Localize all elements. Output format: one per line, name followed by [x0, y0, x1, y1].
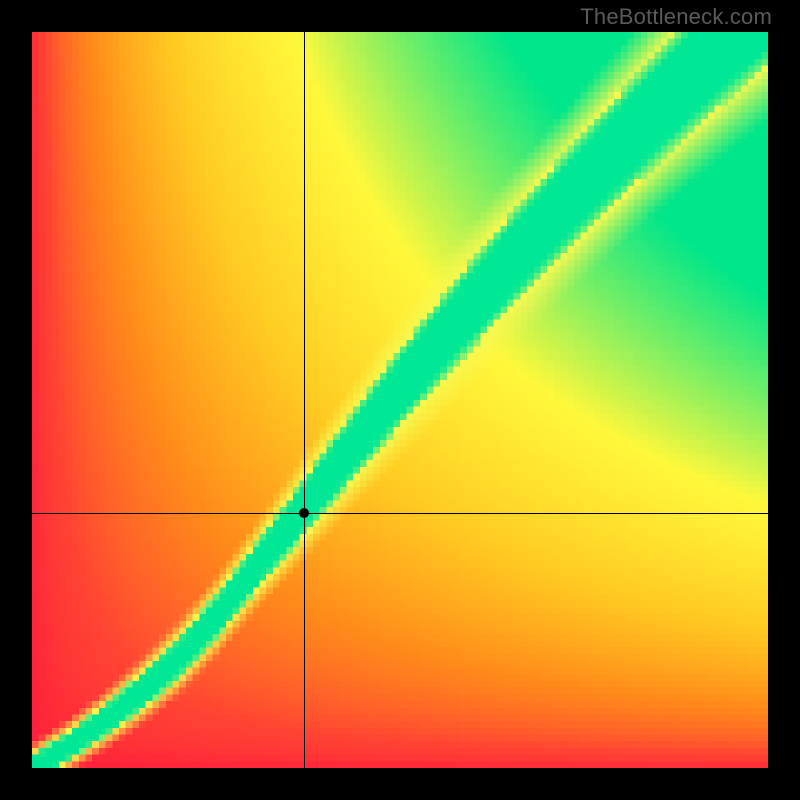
- watermark-text: TheBottleneck.com: [580, 4, 772, 30]
- heatmap-plot: [32, 32, 768, 768]
- crosshair-horizontal: [32, 513, 768, 514]
- crosshair-vertical: [304, 32, 305, 768]
- bottleneck-marker: [299, 508, 309, 518]
- heatmap-canvas: [32, 32, 768, 768]
